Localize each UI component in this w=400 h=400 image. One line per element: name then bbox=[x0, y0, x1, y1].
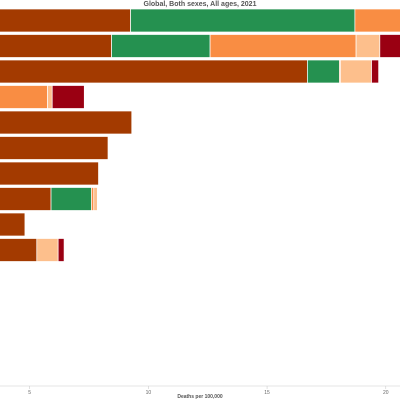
bar-1-segment-4 bbox=[379, 34, 400, 58]
x-tick-label-3: 20 bbox=[383, 390, 389, 396]
bar-6-segment-0 bbox=[0, 161, 99, 186]
bars-group bbox=[0, 8, 400, 262]
bar-1-segment-2 bbox=[209, 34, 357, 58]
bar-2-segment-0 bbox=[0, 59, 308, 84]
bar-9-segment-0 bbox=[0, 238, 38, 262]
bar-2-segment-4 bbox=[371, 59, 379, 84]
bar-1-segment-0 bbox=[0, 34, 112, 58]
bar-7-segment-1 bbox=[50, 187, 92, 211]
bar-2-segment-3 bbox=[340, 59, 372, 84]
bar-1-segment-3 bbox=[355, 34, 381, 58]
bar-0-segment-1 bbox=[130, 8, 356, 33]
x-tick-label-2: 15 bbox=[264, 390, 270, 396]
x-axis-ticks: 5 10 15 20 bbox=[28, 386, 389, 396]
bar-5-segment-0 bbox=[0, 136, 109, 160]
chart-title: Global, Both sexes, All ages, 2021 bbox=[143, 1, 257, 8]
bar-4-segment-0 bbox=[0, 110, 133, 135]
bar-3-segment-4 bbox=[51, 85, 85, 109]
bar-9-segment-3 bbox=[36, 238, 59, 262]
bar-7-segment-0 bbox=[0, 187, 52, 211]
x-axis-label: Deaths per 100,000 bbox=[177, 394, 223, 400]
bar-0-segment-2 bbox=[354, 8, 400, 33]
bar-1-segment-1 bbox=[111, 34, 211, 58]
bar-7-segment-2 bbox=[91, 187, 95, 211]
bar-7-segment-3 bbox=[93, 187, 98, 211]
bar-0-segment-0 bbox=[0, 8, 131, 33]
bar-3-segment-2 bbox=[0, 85, 48, 109]
x-tick-label-1: 10 bbox=[146, 390, 152, 396]
bar-3-segment-3 bbox=[47, 85, 53, 109]
bar-9-segment-4 bbox=[57, 238, 65, 262]
bar-2-segment-1 bbox=[307, 59, 340, 84]
bar-8-segment-0 bbox=[0, 212, 26, 237]
x-tick-label-0: 5 bbox=[28, 390, 31, 396]
